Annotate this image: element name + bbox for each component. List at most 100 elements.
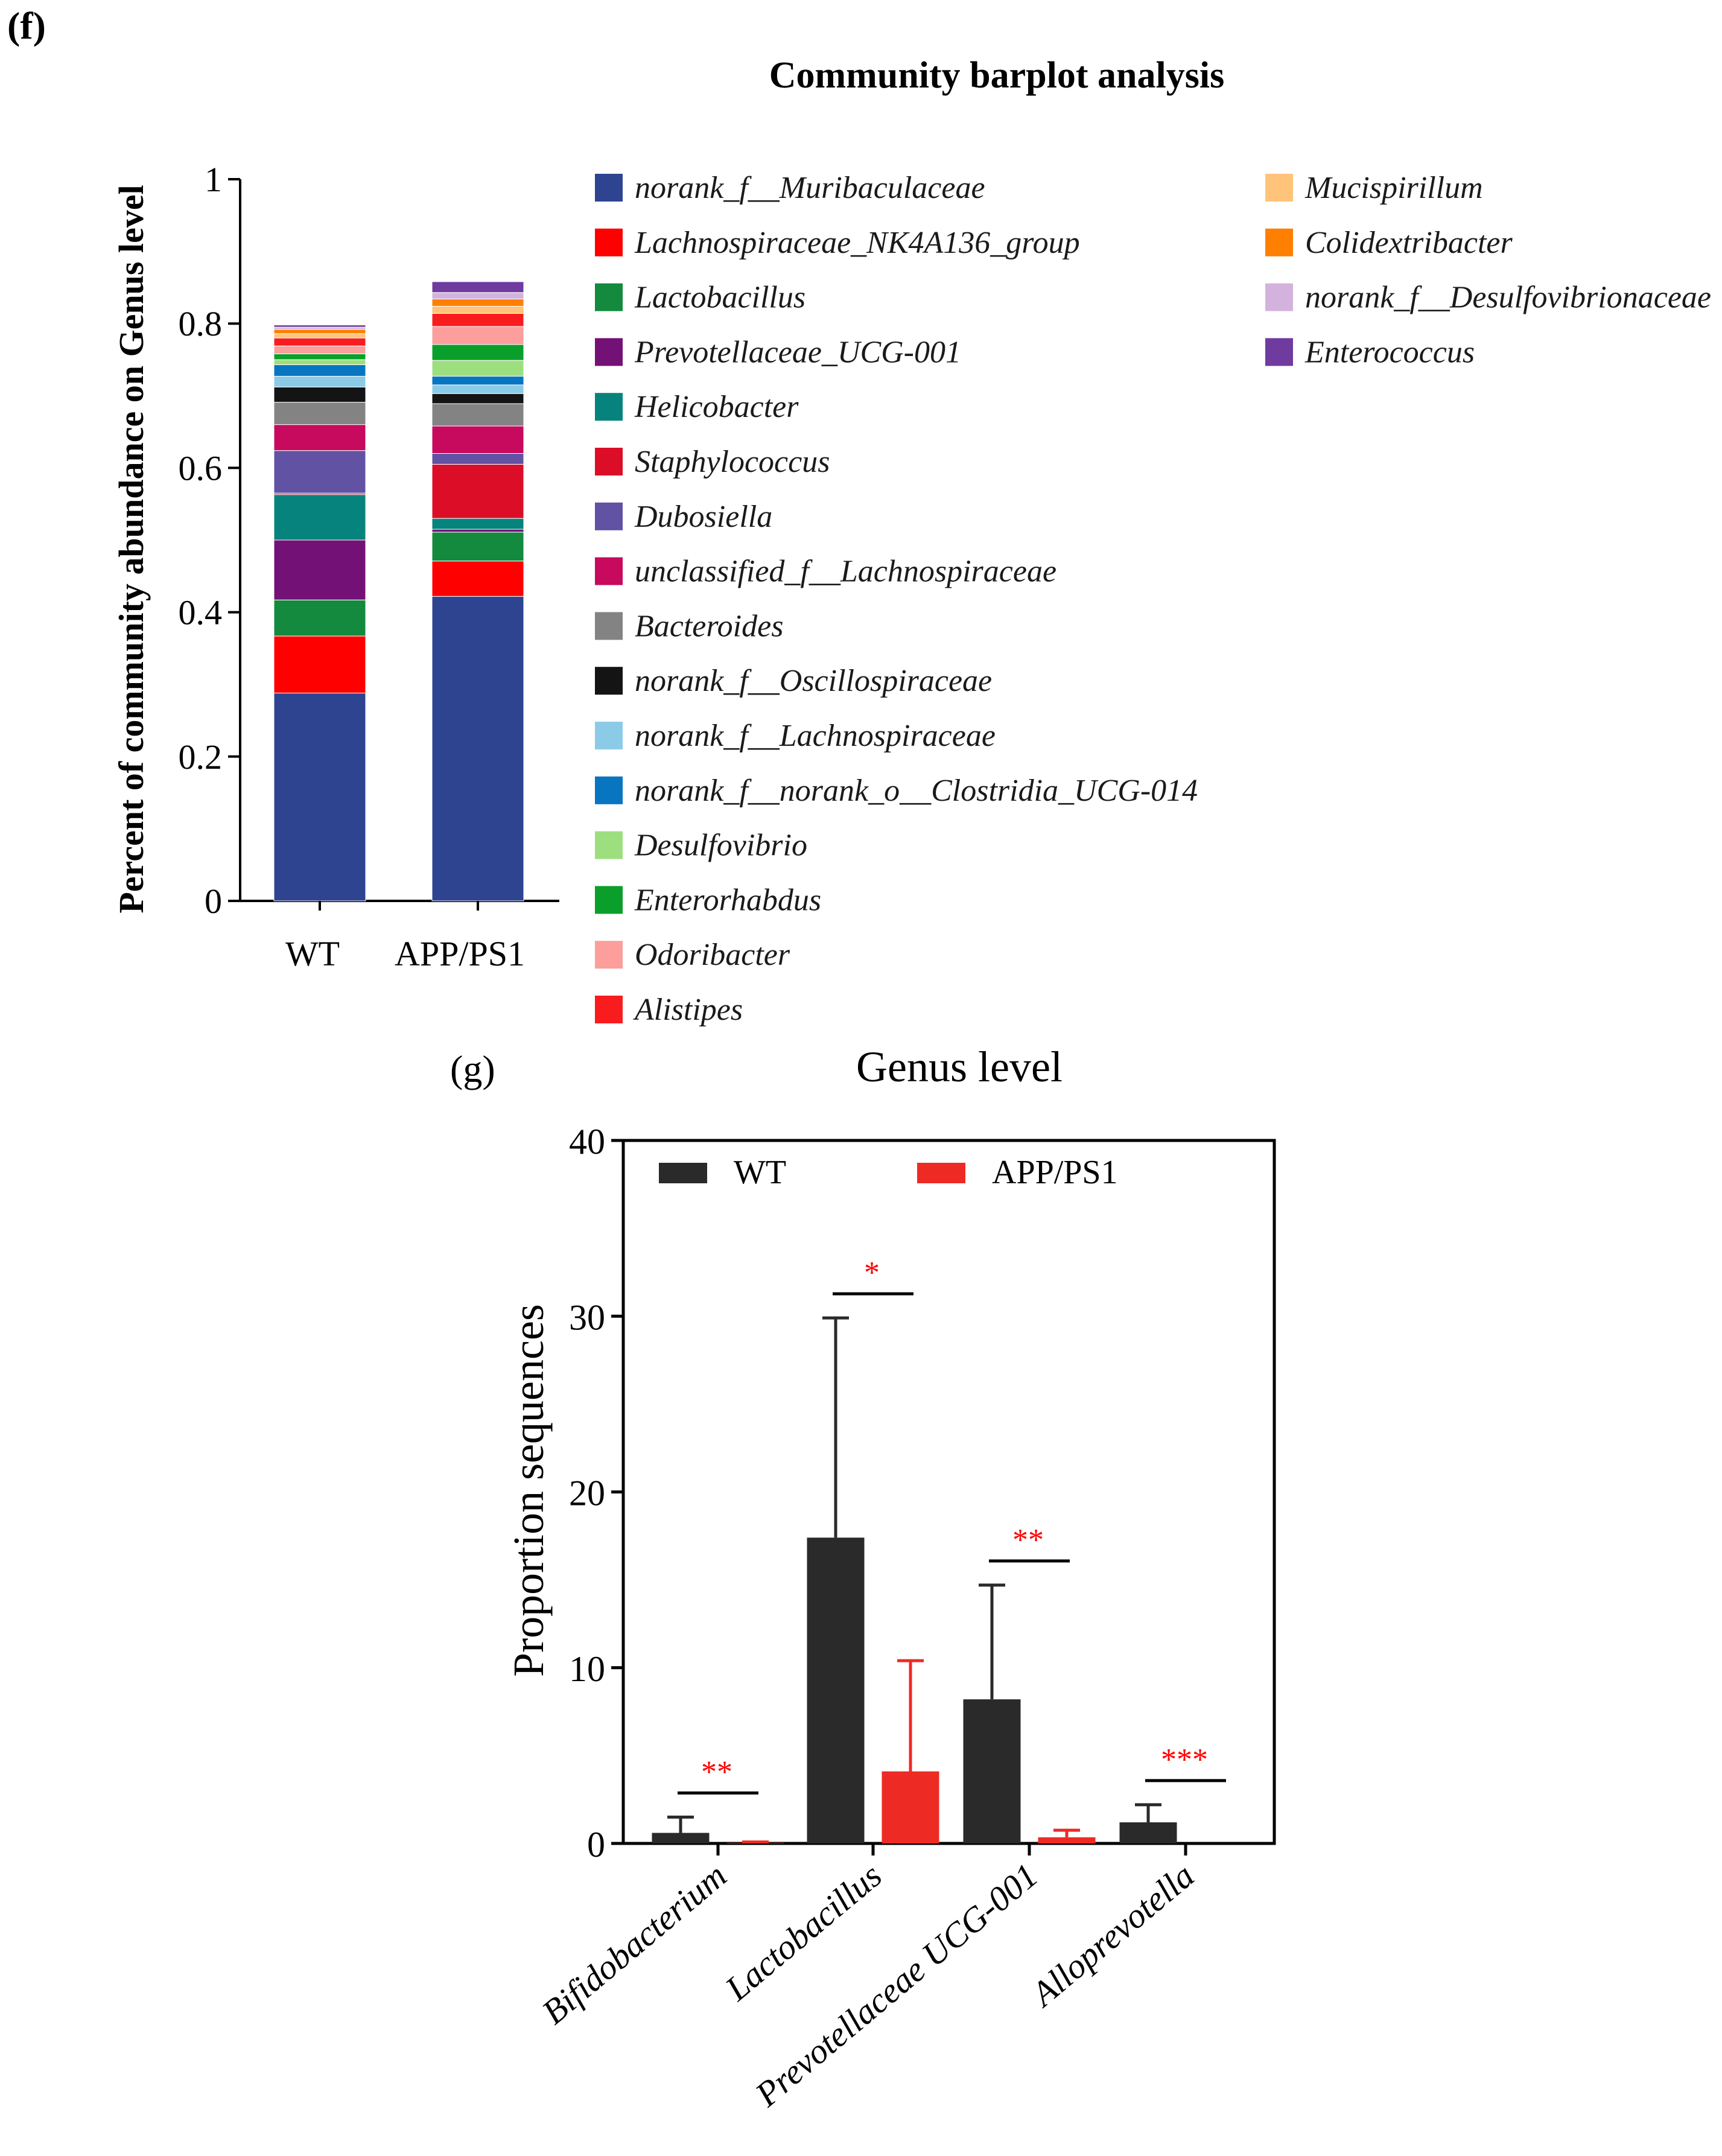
chart-f-legend-item: Colidextribacter — [1265, 226, 1513, 260]
chart-f-legend-label: Enterococcus — [1304, 335, 1475, 369]
chart-f-bar-segment-enterococcus — [273, 325, 366, 328]
chart-f-legend-item: Odoribacter — [595, 938, 790, 972]
chart-g-bar-wt-alloprevotella — [1119, 1822, 1177, 1843]
chart-f-bar-segment-unclassified-f-lachnospiraceae — [273, 424, 366, 451]
chart-f-x-tick-label: WT — [285, 934, 340, 973]
chart-f-legend-swatch — [595, 283, 623, 311]
chart-g-y-tick-label: 10 — [569, 1649, 605, 1689]
chart-f-legend-label: norank_f__Muribaculaceae — [635, 171, 985, 205]
chart-f-legend-swatch — [1265, 174, 1293, 202]
chart-f-y-tick-label: 1 — [205, 160, 222, 199]
chart-g-significance-stars: ** — [701, 1755, 732, 1789]
chart-f-legend-swatch — [1265, 283, 1293, 311]
chart-f-legend-swatch — [595, 393, 623, 421]
chart-f-legend-label: Prevotellaceae_UCG-001 — [634, 335, 961, 369]
chart-f-bar-segment-unclassified-f-lachnospiraceae — [431, 425, 524, 454]
chart-g-y-tick-label: 20 — [569, 1474, 605, 1513]
chart-f-bar-segment-norank-f-desulfovibrionaceae — [273, 326, 366, 330]
chart-f-legend-item: Dubosiella — [595, 500, 772, 534]
chart-f-bar-segment-enterorhabdus — [431, 344, 524, 361]
chart-f-legend-label: norank_f__Lachnospiraceae — [635, 719, 996, 753]
chart-f-bar-segment-mucispirillum — [431, 305, 524, 314]
chart-f-legend-item: norank_f__Oscillospiraceae — [595, 664, 992, 698]
chart-g-error-bar — [897, 1659, 924, 1772]
chart-f-legend-item: unclassified_f__Lachnospiraceae — [595, 555, 1056, 589]
chart-f-legend-label: Colidextribacter — [1305, 226, 1513, 260]
chart-f-y-tick-label: 0 — [205, 882, 222, 921]
chart-f-bar-segment-enterorhabdus — [273, 353, 366, 360]
chart-f-legend-swatch — [595, 996, 623, 1023]
chart-g-error-bar — [822, 1316, 849, 1538]
chart-f-legend-swatch — [595, 776, 623, 804]
chart-f-legend-item: Staphylococcus — [595, 445, 830, 479]
chart-f-legend-item: Mucispirillum — [1265, 171, 1483, 205]
chart-f-legend-label: Alistipes — [633, 993, 743, 1027]
chart-g-error-bar — [979, 1583, 1005, 1700]
chart-g-x-tick-label: Bifidobacterium — [535, 1855, 734, 2032]
chart-g-legend: WT APP/PS1 — [659, 1154, 1118, 1191]
chart-f-bar-segment-bacteroides — [273, 402, 366, 425]
chart-g-y-tick-label: 30 — [569, 1297, 605, 1337]
chart-g-error-bar — [667, 1815, 694, 1833]
chart-g-bar-wt-prevotellaceae-ucg-001 — [963, 1699, 1021, 1843]
chart-f-legend-item: Lachnospiraceae_NK4A136_group — [595, 226, 1080, 260]
chart-f-legend-item: norank_f__Muribaculaceae — [595, 171, 985, 205]
chart-g-legend-swatch — [659, 1163, 707, 1183]
chart-f-bar-segment-norank-f-lachnospiraceae — [273, 376, 366, 387]
chart-f-bar-segment-lactobacillus — [431, 532, 524, 562]
chart-f-bars — [273, 281, 524, 902]
chart-f-bar-segment-prevotellaceae-ucg-001 — [431, 529, 524, 533]
chart-f-bar-segment-colidextribacter — [431, 299, 524, 307]
chart-f-bar-segment-desulfovibrio — [431, 360, 524, 377]
chart-g-ylabel: Proportion sequences — [504, 1304, 553, 1677]
chart-f-legend-label: Enterorhabdus — [634, 883, 821, 917]
chart-f-bar-segment-helicobacter — [431, 518, 524, 530]
chart-f-legend-swatch — [595, 612, 623, 640]
chart-f-legend-label: Odoribacter — [635, 938, 790, 972]
chart-f-legend-label: Lactobacillus — [634, 281, 805, 315]
chart-f-legend-swatch — [595, 722, 623, 749]
chart-f-legend-label: Mucispirillum — [1304, 171, 1483, 205]
chart-f-legend-label: Staphylococcus — [635, 445, 830, 479]
chart-f-legend-swatch — [595, 448, 623, 475]
chart-f-bar-segment-norank-f-oscillospiraceae — [431, 393, 524, 404]
chart-g-title: Genus level — [856, 1043, 1063, 1091]
chart-f-y-tick-label: 0.6 — [179, 448, 223, 488]
chart-f-bar-stack-app-ps1 — [431, 281, 524, 902]
chart-f-legend-swatch — [595, 667, 623, 695]
chart-f-legend-label: Bacteroides — [635, 609, 783, 643]
chart-f-y-tick-label: 0.4 — [179, 593, 223, 632]
chart-f-legend-item: Bacteroides — [595, 609, 783, 643]
chart-g-bars — [652, 1316, 1177, 1844]
chart-f-legend-swatch — [595, 557, 623, 585]
chart-f-bar-segment-enterococcus — [431, 281, 524, 293]
chart-g-bar-app-ps1-prevotellaceae-ucg-001 — [1038, 1837, 1096, 1843]
chart-f-legend: norank_f__Muribaculaceae Lachnospiraceae_… — [595, 171, 1711, 1027]
chart-f-legend-item: Helicobacter — [595, 390, 799, 424]
chart-g-error-bar — [742, 1840, 769, 1844]
chart-f-legend-item: norank_f__Lachnospiraceae — [595, 719, 996, 753]
chart-f-bar-segment-mucispirillum — [273, 333, 366, 339]
chart-f-y-ticks: 0 0.2 0.4 0.6 0.8 1 — [179, 160, 240, 921]
chart-g-error-bar — [1053, 1828, 1080, 1837]
chart-g-bar-wt-bifidobacterium — [652, 1833, 710, 1843]
chart-f-legend-label: norank_f__Desulfovibrionaceae — [1305, 281, 1711, 315]
chart-f-bar-stack-wt — [273, 325, 366, 902]
chart-f-bar-segment-lachnospiraceae-nk4a136-group — [273, 635, 366, 694]
chart-f-bar-segment-desulfovibrio — [273, 359, 366, 365]
chart-g-significance-stars: * — [864, 1256, 880, 1290]
chart-f-legend-item: Enterorhabdus — [595, 883, 821, 917]
panel-label-g: (g) — [450, 1048, 495, 1090]
chart-f-legend-swatch — [595, 502, 623, 530]
chart-f-bar-segment-lachnospiraceae-nk4a136-group — [431, 561, 524, 597]
chart-f-legend-item: Alistipes — [595, 993, 743, 1027]
chart-f-legend-swatch — [595, 338, 623, 366]
chart-g-bar-app-ps1-lactobacillus — [882, 1771, 939, 1843]
chart-f-y-tick-label: 0.8 — [179, 304, 223, 343]
chart-f-x-tick-label: APP/PS1 — [395, 934, 525, 973]
chart-g-y-tick-label: 40 — [569, 1122, 605, 1162]
chart-f-y-tick-label: 0.2 — [179, 737, 223, 777]
chart-f-legend-swatch — [1265, 338, 1293, 366]
chart-g-significance-stars: ** — [1012, 1523, 1044, 1557]
